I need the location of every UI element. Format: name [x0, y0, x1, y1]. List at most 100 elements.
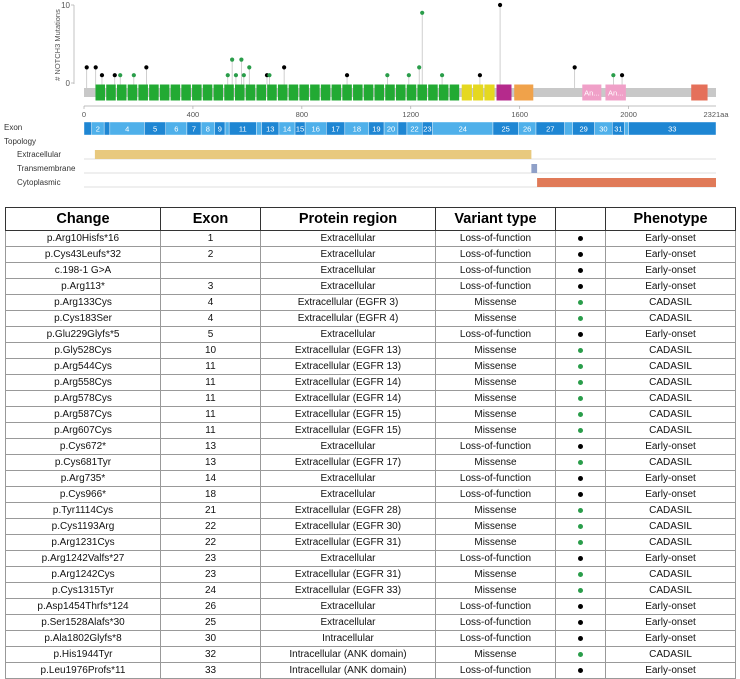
exon-label: 2 — [96, 125, 100, 134]
missense-mutation-point — [439, 73, 445, 78]
egf-domain — [159, 84, 170, 101]
egf-domain — [320, 84, 331, 101]
cell-protein-region: Extracellular (EGFR 28) — [260, 502, 436, 519]
table-row: p.Arg133Cys 4 Extracellular (EGFR 3) Missen… — [5, 294, 736, 311]
cell-marker — [555, 246, 606, 263]
missense-mutation-point — [267, 73, 272, 78]
cell-exon: 11 — [160, 374, 261, 391]
cell-variant-type: Missense — [435, 294, 556, 311]
cell-variant-type: Loss-of-function — [435, 438, 556, 455]
cell-marker — [555, 470, 606, 487]
cell-protein-region: Extracellular (EGFR 31) — [260, 534, 436, 551]
variant-type-marker — [578, 315, 583, 321]
cell-variant-type: Loss-of-function — [435, 486, 556, 503]
egf-domain — [277, 84, 288, 101]
cell-exon: 26 — [160, 598, 261, 615]
variant-type-marker — [578, 379, 583, 385]
exon-label: 15 — [296, 125, 304, 134]
exon-label: 9 — [218, 125, 222, 134]
truncating-mutation-point — [619, 73, 625, 78]
cell-change: p.Cys43Leufs*32 — [5, 246, 161, 263]
cell-protein-region: Extracellular (EGFR 4) — [260, 310, 436, 327]
cell-marker — [555, 406, 606, 423]
table-row: p.Arg544Cys 11 Extracellular (EGFR 13) Miss… — [5, 358, 736, 375]
header-phenotype: Phenotype — [605, 207, 736, 231]
exon-label: 17 — [331, 125, 339, 134]
table-row: p.Arg1231Cys 22 Extracellular (EGFR 31) Mis… — [5, 534, 736, 551]
missense-mutation-point — [118, 73, 123, 78]
truncating-mutation-point — [93, 65, 98, 70]
variant-type-marker — [578, 475, 583, 481]
cell-phenotype: Early-onset — [605, 230, 736, 247]
cell-phenotype: CADASIL — [605, 518, 736, 535]
cell-protein-region: Extracellular — [260, 550, 436, 567]
cell-variant-type: Missense — [435, 390, 556, 407]
exon-block — [397, 121, 408, 136]
missense-mutation-point — [420, 10, 425, 15]
cell-exon: 23 — [160, 566, 261, 583]
cell-exon: 14 — [160, 470, 261, 487]
egf-domain — [310, 84, 320, 101]
egf-domain — [353, 84, 363, 101]
variant-type-marker — [578, 507, 583, 513]
exon-block — [224, 121, 230, 136]
variant-type-marker — [578, 523, 583, 529]
cell-exon: 4 — [160, 294, 261, 311]
exon-label: 25 — [501, 125, 509, 134]
table-row: p.His1944Tyr 32 Intracellular (ANK domain)… — [5, 646, 736, 663]
cell-marker — [555, 646, 606, 663]
exon-label: 14 — [283, 125, 291, 134]
mutation-stems — [86, 5, 623, 88]
cell-change: p.His1944Tyr — [5, 646, 161, 663]
table-row: p.Asp1454Thrfs*124 26 Extracellular Loss-of… — [5, 598, 736, 615]
missense-mutation-point — [225, 73, 230, 78]
ank-domain — [582, 84, 602, 101]
cell-protein-region: Extracellular (EGFR 17) — [260, 454, 436, 471]
egf-domain — [331, 84, 342, 101]
cell-exon: 25 — [160, 614, 261, 631]
egf-domain — [181, 84, 191, 101]
header-change: Change — [5, 207, 161, 231]
missense-mutation-point — [247, 65, 252, 70]
cell-marker — [555, 262, 606, 279]
cell-marker — [555, 294, 606, 311]
cell-marker — [555, 582, 606, 599]
cell-phenotype: CADASIL — [605, 502, 736, 519]
variant-type-marker — [578, 427, 583, 433]
variant-type-marker — [578, 299, 583, 305]
cell-exon: 32 — [160, 646, 261, 663]
cell-protein-region: Extracellular — [260, 614, 436, 631]
exon-blocks: 2 4 5 6 7 8 9 11 13 14 15 16 17 18 19 20 22 23 24 25 26 27 29 3… — [83, 121, 717, 136]
variant-type-marker — [578, 603, 583, 609]
cell-protein-region: Extracellular (EGFR 31) — [260, 566, 436, 583]
cell-variant-type: Missense — [435, 422, 556, 439]
cell-change: c.198-1 G>A — [5, 262, 161, 279]
exon-label: 7 — [192, 125, 196, 134]
table-row: p.Arg558Cys 11 Extracellular (EGFR 14) Miss… — [5, 374, 736, 391]
cell-variant-type: Loss-of-function — [435, 278, 556, 295]
cell-variant-type: Missense — [435, 342, 556, 359]
cell-variant-type: Missense — [435, 454, 556, 471]
cell-change: p.Leu1976Profs*11 — [5, 662, 161, 679]
variant-type-marker — [578, 283, 583, 289]
cell-exon: 11 — [160, 390, 261, 407]
cell-marker — [555, 278, 606, 295]
cell-protein-region: Extracellular (EGFR 33) — [260, 582, 436, 599]
cell-protein-region: Extracellular (EGFR 15) — [260, 406, 436, 423]
variant-table-container: Change Exon Protein region Variant type … — [5, 207, 736, 679]
exon-label: 16 — [312, 125, 320, 134]
cell-exon: 13 — [160, 454, 261, 471]
cell-exon: 23 — [160, 550, 261, 567]
variant-type-marker — [578, 619, 583, 625]
cell-change: p.Cys183Ser — [5, 310, 161, 327]
missense-mutation-point — [233, 73, 239, 78]
exon-block — [103, 121, 111, 136]
exon-label: 24 — [459, 125, 467, 134]
missense-mutation-point — [241, 73, 246, 78]
cell-marker — [555, 630, 606, 647]
egf-domain — [235, 84, 245, 101]
exon-block — [564, 121, 573, 136]
table-row: p.Ser1528Alafs*30 25 Extracellular Loss-of-… — [5, 614, 736, 631]
cell-protein-region: Extracellular — [260, 486, 436, 503]
exon-label: 5 — [153, 125, 157, 134]
